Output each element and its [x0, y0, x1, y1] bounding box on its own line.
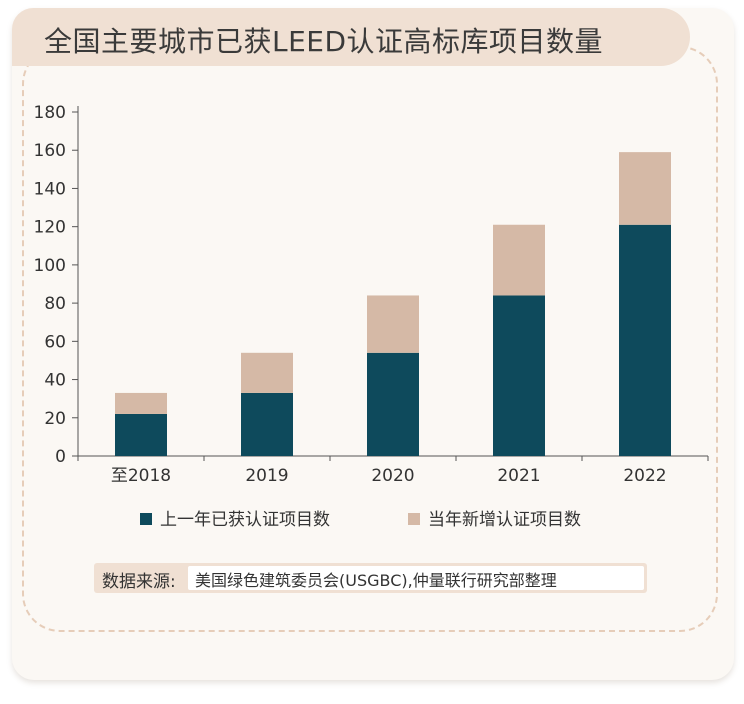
y-tick-label: 20 [44, 409, 66, 429]
y-tick-label: 160 [34, 141, 66, 161]
title-tab [12, 8, 690, 66]
bar-new-this-year [493, 224, 545, 296]
x-tick-label: 2021 [497, 466, 540, 486]
y-tick-label: 80 [44, 294, 66, 314]
bar-new-this-year [367, 295, 419, 353]
y-tick-label: 180 [34, 103, 66, 123]
source-value: 美国绿色建筑委员会(USGBC),仲量联行研究部整理 [195, 571, 557, 590]
y-tick-label: 0 [55, 447, 66, 467]
bar-prior-year [241, 392, 293, 456]
y-tick-label: 120 [34, 218, 66, 238]
bar-new-this-year [115, 392, 167, 414]
y-tick-label: 140 [34, 179, 66, 199]
x-tick-label: 至2018 [111, 466, 171, 486]
bar-prior-year [619, 224, 671, 456]
chart-title: 全国主要城市已获LEED认证高标库项目数量 [44, 25, 604, 58]
y-tick-label: 60 [44, 332, 66, 352]
x-tick-label: 2020 [371, 466, 414, 486]
bar-prior-year [367, 352, 419, 456]
legend-swatch [408, 513, 420, 525]
legend-swatch [140, 513, 152, 525]
source-value-background [188, 566, 644, 590]
y-tick-label: 40 [44, 371, 66, 391]
x-tick-label: 2019 [245, 466, 288, 486]
legend-label: 当年新增认证项目数 [428, 510, 581, 530]
legend-label: 上一年已获认证项目数 [160, 510, 330, 530]
bar-new-this-year [241, 352, 293, 393]
source-label: 数据来源: [102, 572, 176, 592]
x-tick-label: 2022 [623, 466, 666, 486]
bar-prior-year [493, 295, 545, 456]
y-tick-label: 100 [34, 256, 66, 276]
bar-new-this-year [619, 152, 671, 225]
bar-prior-year [115, 413, 167, 456]
